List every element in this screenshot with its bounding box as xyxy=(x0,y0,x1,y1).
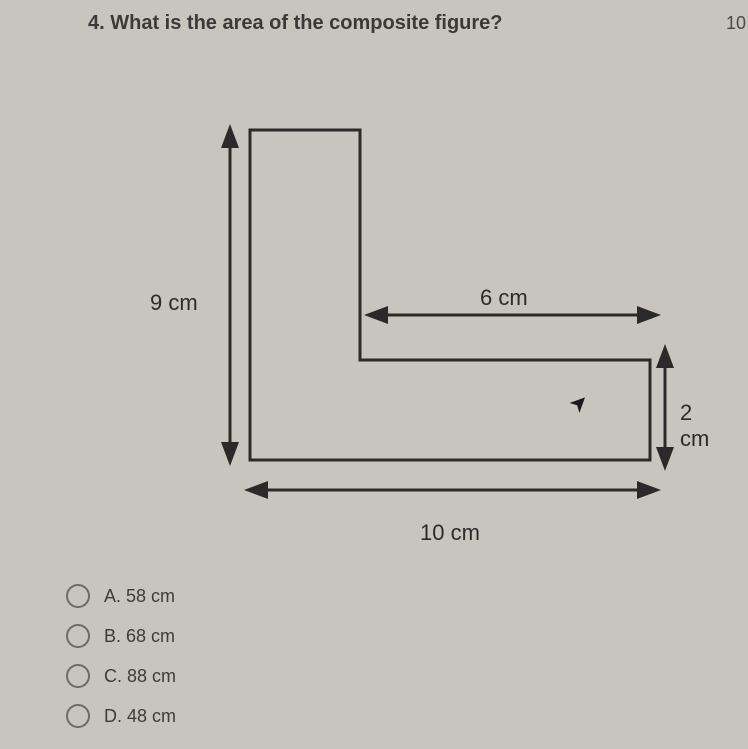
dimension-label-10cm: 10 cm xyxy=(420,520,480,546)
question-prompt: What is the area of the composite figure… xyxy=(110,12,502,34)
question-number: 4. xyxy=(88,12,105,34)
option-label: D. 48 cm xyxy=(104,706,176,727)
option-c[interactable]: C. 88 cm xyxy=(66,664,176,688)
option-b[interactable]: B. 68 cm xyxy=(66,624,176,648)
figure-svg xyxy=(100,100,720,550)
question-points: 10 xyxy=(726,13,748,34)
dimension-label-9cm: 9 cm xyxy=(150,290,198,316)
radio-icon[interactable] xyxy=(66,704,90,728)
option-label: C. 88 cm xyxy=(104,666,176,687)
answer-options: A. 58 cm B. 68 cm C. 88 cm D. 48 cm xyxy=(66,584,176,744)
option-d[interactable]: D. 48 cm xyxy=(66,704,176,728)
dimension-label-2cm: 2 cm xyxy=(680,400,709,452)
option-a[interactable]: A. 58 cm xyxy=(66,584,176,608)
question-text: 4. What is the area of the composite fig… xyxy=(88,12,503,35)
radio-icon[interactable] xyxy=(66,664,90,688)
option-label: B. 68 cm xyxy=(104,626,175,647)
option-label: A. 58 cm xyxy=(104,586,175,607)
radio-icon[interactable] xyxy=(66,584,90,608)
question-header: 4. What is the area of the composite fig… xyxy=(88,12,748,35)
dimension-label-6cm: 6 cm xyxy=(480,285,528,311)
composite-figure: 9 cm 6 cm 2 cm 10 cm ➤ xyxy=(100,100,700,550)
radio-icon[interactable] xyxy=(66,624,90,648)
